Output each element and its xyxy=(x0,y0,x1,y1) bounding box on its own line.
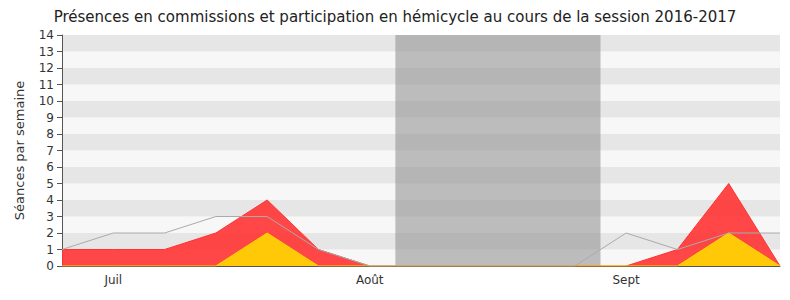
svg-text:4: 4 xyxy=(46,193,54,207)
svg-text:14: 14 xyxy=(39,28,54,42)
svg-text:Présences en commissions et pa: Présences en commissions et participatio… xyxy=(54,8,737,26)
svg-text:Juil: Juil xyxy=(103,273,122,287)
svg-text:12: 12 xyxy=(39,61,54,75)
svg-text:7: 7 xyxy=(46,144,54,158)
svg-text:3: 3 xyxy=(46,210,54,224)
svg-text:Séances par semaine: Séances par semaine xyxy=(12,81,27,220)
svg-text:13: 13 xyxy=(39,45,54,59)
svg-text:5: 5 xyxy=(46,177,54,191)
svg-text:9: 9 xyxy=(46,111,54,125)
svg-text:6: 6 xyxy=(46,160,54,174)
svg-text:1: 1 xyxy=(46,243,54,257)
svg-text:8: 8 xyxy=(46,127,54,141)
svg-text:0: 0 xyxy=(46,259,54,273)
svg-text:2: 2 xyxy=(46,226,54,240)
svg-text:11: 11 xyxy=(39,78,54,92)
svg-text:Août: Août xyxy=(356,273,384,287)
svg-text:Sept: Sept xyxy=(612,273,640,287)
svg-text:10: 10 xyxy=(39,94,54,108)
